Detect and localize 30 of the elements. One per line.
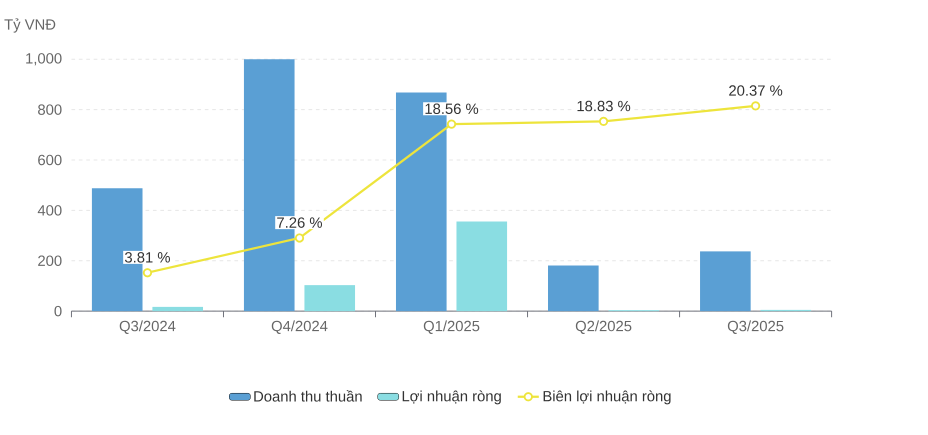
y-tick-label: 0 bbox=[54, 306, 62, 316]
bar bbox=[548, 265, 599, 312]
bar bbox=[152, 306, 204, 312]
point bbox=[294, 233, 304, 243]
y-tick-label: 1,000 bbox=[26, 53, 62, 66]
legend-label: Doanh thu thuần bbox=[254, 390, 362, 402]
y-tick-label: 600 bbox=[38, 154, 62, 166]
data-label: 20.37 % bbox=[729, 85, 782, 96]
y-tick-label: 200 bbox=[38, 255, 62, 266]
data-label: 18.56 % bbox=[425, 103, 478, 114]
y-tick-label: 800 bbox=[38, 104, 62, 115]
data-label: 3.81 % bbox=[124, 252, 170, 263]
x-tick-label: Q3/2024 bbox=[120, 320, 176, 334]
bar bbox=[456, 221, 508, 312]
point bbox=[446, 119, 456, 129]
point bbox=[750, 101, 760, 110]
data-label: 18.83 % bbox=[578, 100, 630, 112]
point bbox=[142, 268, 152, 278]
x-tick-label: Q1/2025 bbox=[424, 320, 480, 334]
y-tick-label: 400 bbox=[38, 205, 62, 216]
legend-label: Lợi nhuận ròng bbox=[402, 390, 501, 404]
x-tick-label: Q2/2025 bbox=[576, 320, 632, 334]
x-tick-label: Q4/2024 bbox=[272, 320, 328, 334]
x-tick-label: Q3/2025 bbox=[728, 320, 784, 334]
bar bbox=[700, 251, 751, 312]
data-label: 7.26 % bbox=[277, 217, 322, 228]
y-axis-title: Tỷ VNĐ bbox=[4, 18, 56, 33]
point bbox=[598, 116, 608, 126]
bar bbox=[304, 285, 356, 312]
legend-label: Biên lợi nhuận ròng bbox=[544, 390, 671, 404]
